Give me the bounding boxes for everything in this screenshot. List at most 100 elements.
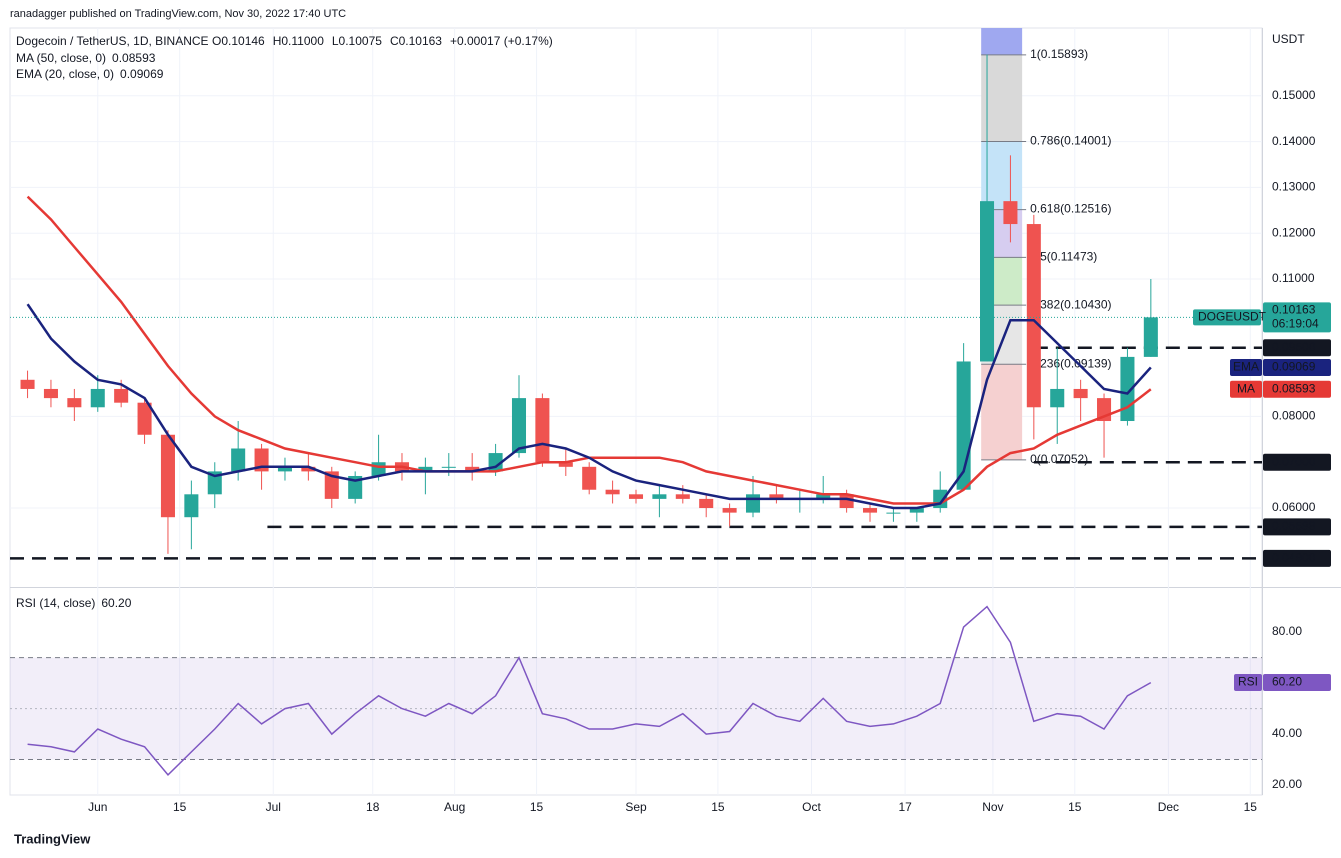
y-tick-label: 0.12000 — [1272, 225, 1316, 239]
rsi-line — [27, 605, 1152, 777]
legend-value: 0.08593 — [112, 51, 156, 65]
candle-body — [722, 508, 737, 513]
candle-body — [1143, 317, 1158, 357]
fib-label: 0.236(0.09139) — [1030, 356, 1111, 370]
symbol-tag — [1193, 309, 1261, 326]
x-tick-label: Aug — [444, 800, 465, 814]
candle-body — [441, 466, 456, 468]
y-tick-label: 0.15000 — [1272, 88, 1316, 102]
x-tick-label: Jun — [88, 800, 107, 814]
level-tag-label: 0.05588 — [1272, 519, 1316, 533]
candle-body — [1050, 388, 1065, 408]
legend-title: Dogecoin / TetherUS, 1D, BINANCE — [16, 34, 209, 48]
rsi-tick-label: 40.00 — [1272, 726, 1302, 740]
ma-tag-name: MA — [1237, 381, 1255, 395]
candle-body — [886, 512, 901, 514]
candle-body — [745, 494, 761, 513]
ma-tag-label: 0.08593 — [1272, 381, 1316, 395]
x-tick-label: 18 — [366, 800, 380, 814]
x-tick-label: 15 — [173, 800, 187, 814]
logo: TradingView — [14, 831, 91, 846]
ohlc-value: +0.00017 (+0.17%) — [450, 34, 553, 48]
candle-body — [980, 201, 995, 362]
candle-body — [90, 388, 105, 408]
rsi-legend-name: RSI (14, close) — [16, 596, 95, 610]
y-tick-label: 0.06000 — [1272, 500, 1316, 514]
candle-body — [67, 398, 82, 408]
rsi-tag — [1263, 674, 1331, 692]
level-tag-label: 0.09500 — [1272, 340, 1316, 354]
rsi-tag-name-box — [1234, 674, 1262, 692]
ohlc-value: H0.11000 — [273, 34, 324, 48]
candle-body — [231, 448, 246, 472]
x-tick-label: 15 — [711, 800, 725, 814]
legend-name: EMA (20, close, 0) — [16, 67, 114, 81]
candle-body — [675, 494, 690, 499]
y-tick-label: 0.14000 — [1272, 134, 1316, 148]
candle-body — [20, 379, 35, 389]
x-tick-label: Oct — [802, 800, 821, 814]
rsi-tick-label: 20.00 — [1272, 777, 1302, 791]
price-unit: USDT — [1272, 32, 1305, 46]
candle-body — [348, 475, 363, 499]
level-tag — [1263, 339, 1331, 357]
candle-body — [582, 466, 597, 490]
candle-body — [301, 466, 316, 472]
level-tag — [1263, 518, 1331, 536]
legend-name: MA (50, close, 0) — [16, 51, 106, 65]
candle-body — [160, 434, 175, 518]
countdown-label: 06:19:04 — [1272, 317, 1319, 331]
candle-body — [535, 398, 550, 463]
ma-tag-label: 0.09069 — [1272, 360, 1316, 374]
x-tick-label: 15 — [530, 800, 544, 814]
candle-body — [605, 489, 620, 495]
symbol-tag-label: DOGEUSDT — [1198, 310, 1267, 324]
fib-band — [981, 141, 1023, 210]
candle-body — [511, 398, 527, 454]
candle-body — [558, 462, 573, 467]
x-tick-label: Nov — [982, 800, 1003, 814]
price-tag — [1263, 302, 1331, 333]
fib-label: 0(0.07052) — [1030, 452, 1088, 466]
ma-tag — [1263, 358, 1331, 376]
fib-label: 0.786(0.14001) — [1030, 134, 1111, 148]
price-tag-label: 0.10163 — [1272, 303, 1316, 317]
x-tick-label: 15 — [1244, 800, 1258, 814]
y-tick-label: 0.13000 — [1272, 180, 1316, 194]
fib-label: 0.618(0.12516) — [1030, 202, 1111, 216]
candle-body — [816, 494, 831, 499]
fib-label: 0.382(0.10430) — [1030, 297, 1111, 311]
candle-body — [137, 402, 152, 435]
ma-tag-name: EMA — [1233, 360, 1259, 374]
fib-band — [981, 54, 1023, 142]
candle-body — [43, 388, 58, 399]
candle-body — [465, 466, 480, 472]
x-tick-label: Jul — [266, 800, 281, 814]
ma-tag-name-box — [1230, 358, 1262, 376]
rsi-tag-name: RSI — [1238, 675, 1258, 689]
candle-body — [652, 494, 667, 499]
candle-body — [277, 466, 292, 472]
ma-tag — [1263, 380, 1331, 398]
rsi-tick-label: 80.00 — [1272, 624, 1302, 638]
candle-body — [207, 471, 222, 495]
fib-label: 0.5(0.11473) — [1030, 250, 1097, 264]
candle-body — [324, 471, 339, 499]
rsi-tag-label: 60.20 — [1272, 675, 1302, 689]
ohlc-value: L0.10075 — [332, 34, 382, 48]
candle-body — [184, 494, 199, 518]
level-tag-label: 0.04900 — [1272, 551, 1316, 565]
candle-body — [628, 494, 644, 499]
x-tick-label: 17 — [898, 800, 912, 814]
ohlc-value: C0.10163 — [390, 34, 442, 48]
rsi-legend-value: 60.20 — [101, 596, 131, 610]
published-note: ranadagger published on TradingView.com,… — [10, 8, 346, 20]
candle-body — [1073, 388, 1088, 399]
moving-average-line — [26, 303, 1152, 510]
candle-body — [1026, 224, 1041, 408]
candle-body — [114, 388, 129, 403]
x-tick-label: Sep — [625, 800, 647, 814]
ohlc-value: O0.10146 — [212, 34, 265, 48]
x-tick-label: 15 — [1068, 800, 1082, 814]
